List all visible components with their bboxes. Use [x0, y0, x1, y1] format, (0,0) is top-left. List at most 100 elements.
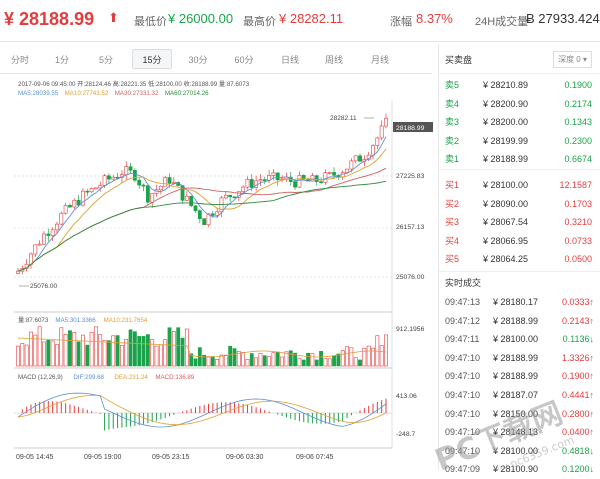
volume-bar — [288, 350, 293, 367]
depth-select[interactable]: 深度 0 ▾ — [553, 51, 592, 68]
ask-price: ¥ 28188.99 — [483, 154, 529, 165]
volume-bar — [362, 347, 367, 367]
volume-bar — [189, 353, 194, 367]
volume-bar — [319, 351, 323, 367]
ask-price: ¥ 28210.89 — [483, 80, 529, 90]
low-value: ¥ 26000.00 — [168, 11, 234, 26]
dif-line — [17, 392, 387, 428]
tab-5[interactable]: 60分 — [234, 55, 254, 65]
candle-body — [332, 172, 336, 176]
tab-1[interactable]: 1分 — [54, 55, 69, 65]
bid-qty: 0.0500 — [564, 254, 592, 265]
tab-7[interactable]: 周线 — [324, 55, 343, 65]
trade-row: 09:47:10 ¥ 28148.13 0.0400↑ — [439, 423, 600, 442]
volume-bar — [94, 326, 98, 367]
volume-bar — [81, 334, 85, 367]
bid-price: ¥ 28064.25 — [483, 254, 529, 265]
volume-bar — [132, 331, 137, 367]
ask-row[interactable]: 卖2 ¥ 28199.99 0.2300 — [439, 132, 600, 151]
volume-bar — [366, 345, 371, 367]
candle-body — [371, 145, 375, 156]
volume-bar — [258, 352, 263, 367]
candle-body — [189, 195, 194, 207]
bid-row[interactable]: 买4 ¥ 28066.95 0.0733 — [439, 232, 600, 251]
volume-bar — [158, 344, 163, 367]
volume-bar — [85, 344, 90, 367]
tab-2[interactable]: 5分 — [98, 55, 113, 65]
volume-bar — [202, 354, 207, 367]
volume-bar — [219, 354, 224, 367]
candle-body — [150, 193, 155, 203]
volume-bar — [163, 339, 168, 367]
candle-body — [223, 194, 228, 199]
candle-body — [55, 223, 59, 231]
dea-line — [17, 394, 387, 426]
candle-body — [202, 218, 207, 226]
bid-list: 买1 ¥ 28100.00 12.1587 买2 ¥ 28090.00 0.1703 买3 ¥… — [439, 176, 600, 269]
candle-body — [310, 175, 315, 182]
ask-row[interactable]: 卖3 ¥ 28200.00 0.1343 — [439, 113, 600, 132]
candle-body — [353, 155, 358, 162]
ask-row[interactable]: 卖1 ¥ 28188.99 0.6674 — [439, 150, 600, 169]
trade-row: 09:47:09 ¥ 28100.90 0.1200↓ — [439, 460, 600, 479]
orderbook-header: 买卖盘 深度 0 ▾ — [439, 44, 600, 74]
volume-bar — [33, 334, 38, 367]
candle-body — [33, 244, 38, 255]
candle-body — [102, 175, 107, 186]
volume-bar — [223, 354, 228, 367]
bid-row[interactable]: 买5 ¥ 28064.25 0.0500 — [439, 250, 600, 269]
bid-row[interactable]: 买2 ¥ 28090.00 0.1703 — [439, 195, 600, 214]
trade-qty: 0.2143↑ — [561, 315, 594, 326]
ask-price: ¥ 28200.00 — [483, 117, 529, 128]
bid-price: ¥ 28100.00 — [483, 179, 529, 190]
volume-bar — [340, 350, 345, 367]
volume-bar — [180, 337, 185, 367]
ask-price: ¥ 28200.90 — [483, 98, 529, 109]
candle-body — [271, 172, 276, 176]
tab-8[interactable]: 月线 — [370, 55, 389, 65]
time-label: 09-06 03:30 — [226, 454, 263, 461]
bid-row[interactable]: 买3 ¥ 28067.54 0.3210 — [439, 213, 600, 232]
ask-label: 卖2 — [445, 135, 460, 146]
candle-body — [145, 185, 150, 203]
tab-4[interactable]: 30分 — [188, 55, 208, 65]
ask-qty: 0.1343 — [564, 117, 592, 128]
volume-bar — [171, 331, 176, 367]
volume-bar — [262, 355, 267, 367]
trade-row: 09:47:10 ¥ 28150.00 0.2800↑ — [439, 405, 600, 424]
volume-value: Ƀ 27933.4243 — [526, 11, 600, 26]
time-label: 09-06 07:45 — [296, 454, 333, 461]
high-value: ¥ 28282.11 — [279, 11, 344, 26]
candle-body — [193, 205, 198, 211]
volume-bar — [228, 346, 233, 367]
candle-body — [111, 176, 116, 180]
volume-bar — [280, 356, 284, 367]
trade-qty: 0.4818↓ — [561, 445, 594, 456]
volume-bar — [379, 345, 384, 367]
trade-time: 09:47:13 — [445, 296, 481, 307]
tab-6[interactable]: 日线 — [280, 55, 299, 65]
trade-time: 09:47:09 — [445, 464, 481, 475]
volume-bar — [232, 348, 237, 367]
trade-price: ¥ 28100.00 — [493, 445, 539, 456]
kline-chart[interactable]: 2017-09-06 09:45:00 开:28124.46 高:28221.3… — [0, 76, 436, 470]
bid-row[interactable]: 买1 ¥ 28100.00 12.1587 — [439, 176, 600, 195]
orderbook-title: 买卖盘 — [445, 55, 473, 65]
candle-body — [245, 179, 250, 188]
volume-bar — [154, 345, 159, 367]
volume-bar — [210, 356, 215, 367]
tab-0[interactable]: 分时 — [10, 55, 29, 65]
volume-bar — [111, 335, 116, 367]
volume-bar — [249, 353, 254, 367]
candle-body — [275, 172, 280, 181]
current-price: ¥ 28188.99 — [4, 9, 95, 29]
candle-body — [358, 155, 362, 162]
candle-body — [107, 175, 111, 180]
ask-row[interactable]: 卖4 ¥ 28200.90 0.2174 — [439, 95, 600, 114]
bid-price: ¥ 28066.95 — [483, 235, 529, 246]
tab-3[interactable]: 15分 — [132, 49, 172, 69]
trade-row: 09:47:10 ¥ 28187.07 0.4441↑ — [439, 386, 600, 405]
ask-row[interactable]: 卖5 ¥ 28210.89 0.1900 — [439, 76, 600, 95]
ask-qty: 0.1900 — [564, 80, 592, 90]
candle-body — [327, 172, 332, 174]
